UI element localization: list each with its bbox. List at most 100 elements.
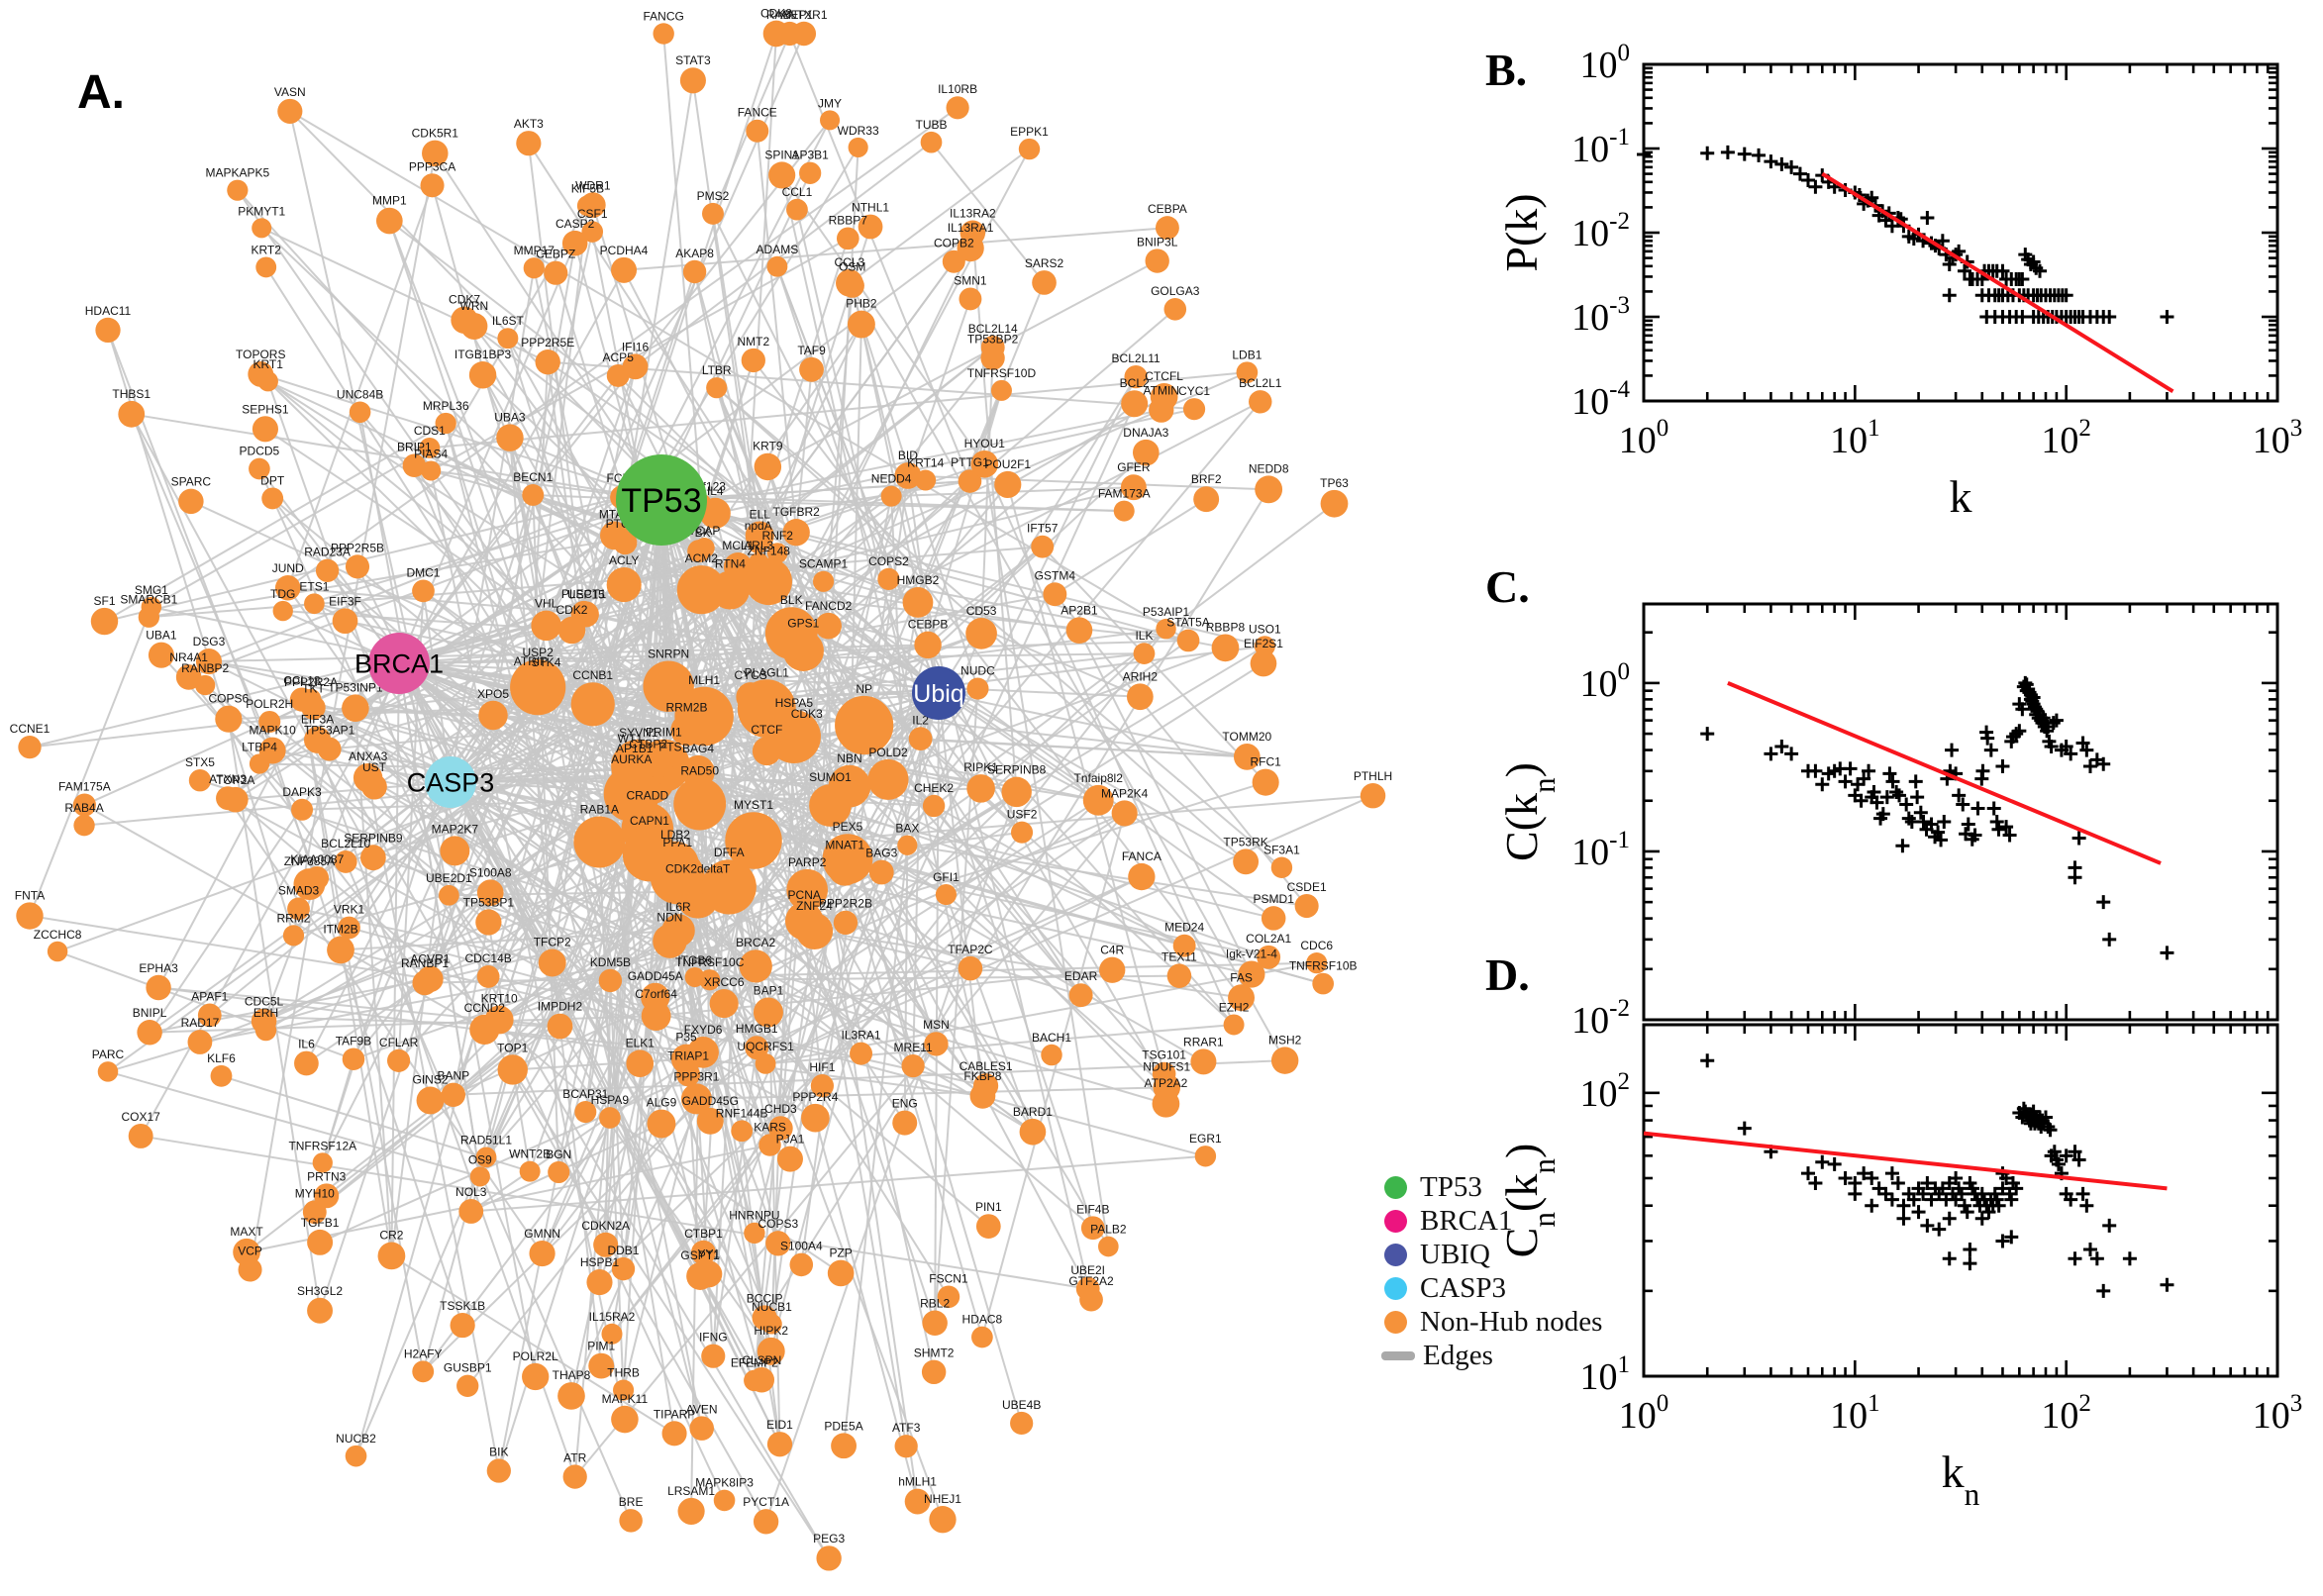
network-node bbox=[937, 1285, 960, 1309]
node-label: IL2 bbox=[912, 713, 929, 727]
node-label: TUBB bbox=[916, 118, 948, 132]
network-node bbox=[1155, 216, 1179, 241]
node-label: HIF1 bbox=[809, 1060, 835, 1074]
network-node bbox=[1320, 489, 1349, 518]
node-label: NUCB2 bbox=[336, 1432, 376, 1446]
network-edge bbox=[849, 148, 1031, 284]
node-label: CEBPA bbox=[1148, 202, 1187, 216]
node-label: ADAMS bbox=[757, 243, 799, 256]
network-node bbox=[980, 346, 1005, 370]
network-node bbox=[73, 814, 95, 837]
network-node bbox=[516, 131, 542, 156]
node-swatch-icon bbox=[1384, 1310, 1407, 1334]
network-edge bbox=[696, 1086, 1167, 1100]
node-label: SMARCB1 bbox=[120, 593, 177, 607]
node-label: HYOU1 bbox=[964, 437, 1006, 450]
network-node bbox=[701, 1344, 726, 1368]
data-point bbox=[2075, 1186, 2090, 1201]
node-label: SF1 bbox=[93, 594, 115, 608]
data-point bbox=[1700, 727, 1715, 742]
node-label: USP15 bbox=[567, 587, 605, 601]
network-node bbox=[314, 1183, 340, 1209]
network-edge bbox=[131, 413, 662, 501]
data-point bbox=[1991, 1198, 2006, 1213]
data-point bbox=[2102, 932, 2117, 947]
node-label: FAM175A bbox=[58, 780, 111, 794]
network-node bbox=[653, 924, 687, 958]
network-edge bbox=[398, 662, 642, 1064]
network-edge bbox=[766, 466, 865, 726]
network-node bbox=[1312, 972, 1335, 995]
node-label: CABLES1 bbox=[960, 1059, 1013, 1073]
data-point bbox=[2009, 1181, 2024, 1196]
network-edge bbox=[470, 1154, 1206, 1213]
network-node bbox=[441, 1082, 466, 1107]
data-point bbox=[1890, 1176, 1905, 1191]
network-node bbox=[753, 1509, 779, 1535]
network-edge bbox=[848, 282, 1286, 1061]
network-node bbox=[894, 462, 922, 489]
network-node bbox=[1121, 390, 1149, 418]
node-label: NEDD4 bbox=[871, 472, 912, 486]
node-label: PARP2 bbox=[788, 855, 827, 869]
network-edge bbox=[208, 660, 452, 783]
data-point bbox=[1991, 822, 2006, 837]
node-label: UBE2I bbox=[1070, 1263, 1105, 1277]
node-label: PPP2R5E bbox=[521, 336, 574, 349]
network-node bbox=[768, 1116, 793, 1141]
network-edge bbox=[466, 1098, 698, 1387]
network-edge bbox=[259, 372, 662, 501]
network-node bbox=[922, 1310, 948, 1337]
network-node bbox=[1043, 582, 1067, 607]
network-edge bbox=[769, 692, 940, 1352]
tick-label: 10-2 bbox=[1571, 208, 1630, 254]
node-label: S100A8 bbox=[469, 865, 512, 879]
node-label: SPIN1 bbox=[764, 148, 799, 161]
node-label: TSG101 bbox=[1142, 1048, 1186, 1062]
network-node bbox=[971, 1326, 993, 1348]
network-edge bbox=[609, 888, 808, 982]
node-label: KRT10 bbox=[481, 992, 518, 1006]
node-label: COX17 bbox=[121, 1110, 160, 1124]
node-label: PJA1 bbox=[776, 1133, 805, 1147]
node-label: NUCB1 bbox=[752, 1300, 792, 1314]
node-label: ZNF24 bbox=[796, 899, 833, 913]
node-label: ATR bbox=[563, 1450, 586, 1464]
node-label: RFC1 bbox=[1250, 755, 1281, 769]
network-node bbox=[293, 868, 326, 901]
network-node bbox=[816, 1546, 842, 1571]
network-node bbox=[248, 360, 274, 387]
node-label: HNRNPU bbox=[729, 1209, 779, 1223]
data-point bbox=[1896, 1198, 1911, 1213]
network-node bbox=[215, 705, 243, 733]
data-point bbox=[1815, 777, 1830, 792]
node-label: BRE bbox=[619, 1495, 644, 1509]
data-point bbox=[1968, 828, 1982, 843]
node-label: ACLY bbox=[609, 553, 639, 567]
hub-label: TP53 bbox=[621, 482, 701, 520]
data-point bbox=[1720, 145, 1735, 159]
network-node bbox=[677, 1497, 705, 1525]
network-node bbox=[902, 587, 934, 618]
network-legend: TP53 BRCA1 UBIQ CASP3 Non-Hub nodes Edges bbox=[1381, 1170, 1602, 1372]
node-label: NR4A1 bbox=[169, 650, 208, 664]
network-node bbox=[1124, 364, 1148, 389]
network-node bbox=[809, 784, 852, 827]
network-nodes bbox=[16, 20, 1386, 1571]
node-label: UBE4B bbox=[1002, 1398, 1041, 1412]
data-point bbox=[2160, 1277, 2174, 1292]
node-label: PTHLH bbox=[1354, 769, 1392, 783]
node-label: EFEMP2 bbox=[731, 1356, 778, 1370]
node-label: CDS1 bbox=[414, 424, 446, 438]
node-label: MAPK11 bbox=[602, 1392, 649, 1406]
network-edge bbox=[208, 660, 1274, 920]
data-point bbox=[1637, 147, 1651, 161]
node-label: RAD17 bbox=[181, 1016, 220, 1030]
tick-label: 101 bbox=[1830, 1390, 1880, 1437]
node-label: BCL2L14 bbox=[968, 322, 1018, 336]
network-node bbox=[1250, 649, 1277, 677]
tick-label: 101 bbox=[1830, 415, 1880, 461]
network-edge bbox=[340, 929, 679, 951]
node-label: CDK8 bbox=[760, 7, 792, 21]
